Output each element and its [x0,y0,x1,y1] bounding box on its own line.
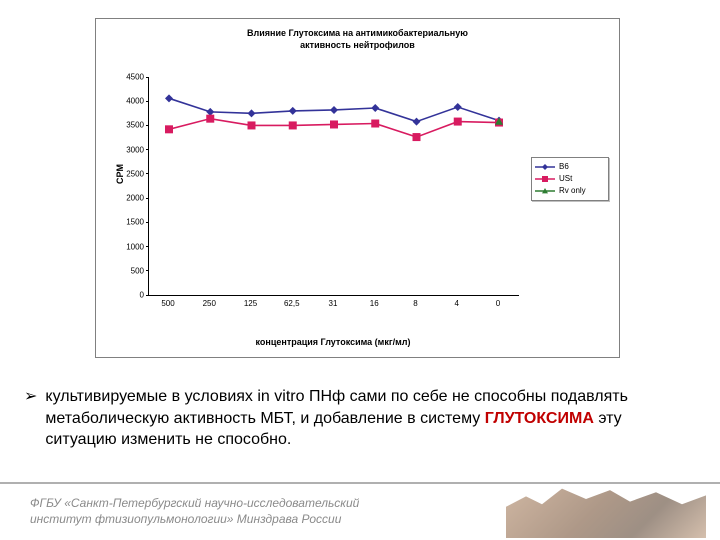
xtick-label: 31 [313,299,353,308]
chart-title: Влияние Глутоксима на антимикобактериаль… [96,27,619,51]
footer-text: ФГБУ «Санкт-Петербургский научно-исследо… [30,496,359,527]
footer-image [506,486,706,538]
xtick-label: 62,5 [272,299,312,308]
xtick-label: 16 [354,299,394,308]
xtick-label: 125 [231,299,271,308]
ytick-label: 3500 [96,121,144,130]
xtick-label: 0 [478,299,518,308]
ytick-label: 3000 [96,145,144,154]
legend: B6 USt Rv only [531,157,609,201]
legend-label: B6 [559,163,569,172]
ytick-label: 1000 [96,242,144,251]
xtick-label: 8 [396,299,436,308]
ytick-label: 1500 [96,218,144,227]
ytick-label: 0 [96,291,144,300]
legend-item: USt [535,174,605,184]
legend-item: B6 [535,162,605,172]
ytick-label: 4500 [96,73,144,82]
ytick-label: 2000 [96,194,144,203]
xtick-label: 500 [148,299,188,308]
bullet-mark: ➢ [24,386,37,451]
plot-area [148,77,519,296]
chart-frame: Влияние Глутоксима на антимикобактериаль… [95,18,620,358]
footer: ФГБУ «Санкт-Петербургский научно-исследо… [0,482,720,540]
legend-label: USt [559,175,572,184]
legend-item: Rv only [535,186,605,196]
series-canvas [149,77,519,295]
ytick-label: 2500 [96,169,144,178]
bullet-text: культивируемые в условиях in vitro ПНф с… [45,386,689,451]
body-paragraph: ➢ культивируемые в условиях in vitro ПНф… [24,386,689,451]
ytick-label: 500 [96,266,144,275]
xtick-label: 250 [189,299,229,308]
ytick-label: 4000 [96,97,144,106]
legend-label: Rv only [559,187,586,196]
x-axis-label: концентрация Глутоксима (мкг/мл) [148,337,518,347]
xtick-label: 4 [437,299,477,308]
highlight-word: ГЛУТОКСИМА [485,410,594,427]
